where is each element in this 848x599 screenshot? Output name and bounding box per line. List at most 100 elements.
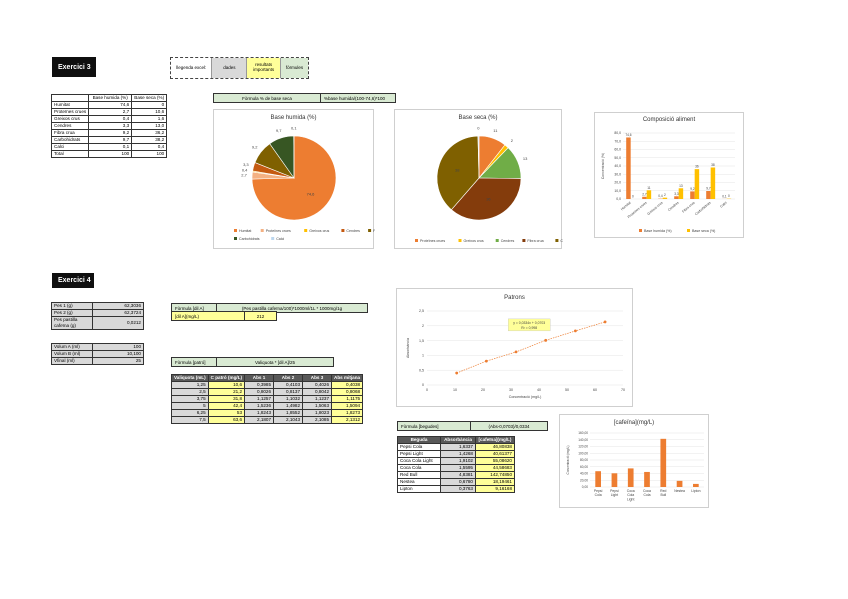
table-cell: 31,8 [207, 395, 246, 403]
x-tick: Coca [627, 489, 635, 493]
table-row: Volum B (ml) 10,100 [51, 350, 144, 358]
chart-title: [cafeïna](mg/L) [613, 420, 655, 426]
y-tick: 40,00 [580, 472, 588, 476]
inputs1-table: Pes 1 (g) 62,3036 Pes 2 (g) 62,3724 Pes past… [51, 302, 144, 330]
y-tick: 0,5 [419, 368, 424, 372]
x-tick: 30 [509, 388, 513, 392]
table-cell: 1,8243 [244, 409, 275, 417]
x-tick: Nestea [674, 489, 685, 493]
x-tick: Carbohidrats [694, 201, 712, 217]
x-tick: Calci [719, 201, 728, 209]
x-tick: Red [660, 489, 666, 493]
table-cell: 3,75 [171, 395, 209, 403]
y-tick: 0 [422, 383, 424, 387]
x-tick: Cola [627, 493, 634, 497]
input-label: Pes 1 (g) [51, 302, 93, 310]
bar-chart-composicio: Composició aliment 0,0 10,0 20,0 30,0 40,0 50… [594, 112, 744, 238]
row-label: Proteïnes crues [50, 108, 90, 116]
legend-resultats: resultats importants [247, 58, 281, 78]
x-tick: Lipton [691, 489, 700, 493]
pie-slice [436, 135, 480, 211]
table-cell: 0,4026 [302, 381, 333, 389]
formula-value: (Pes pastilla cafeïna/100)*1000ml/1L * 1… [217, 304, 367, 312]
data-point [544, 338, 548, 342]
legend-entry: Proteïnes crues [266, 229, 291, 233]
cell-seca: 100 [131, 150, 168, 158]
data-point [574, 329, 577, 333]
table-cell: 1,1257 [244, 395, 275, 403]
legend-swatch [522, 239, 526, 242]
legend-entry: Carbohidrats [239, 237, 260, 241]
legend-entry: Base seca (%) [692, 229, 715, 233]
table-cell: 63,6 [207, 416, 246, 424]
table-cell: 5 [171, 402, 209, 410]
table-cell: 6,25 [171, 409, 209, 417]
legend-swatch [415, 239, 418, 242]
y-tick: 1 [422, 354, 424, 358]
beguda-name: Lipton [397, 485, 441, 493]
absorbancia: 1,6337 [440, 443, 476, 451]
formula-label: Fòrmula [begudes] [398, 422, 471, 430]
trend-r2: R² = 0,998 [521, 326, 537, 330]
table-cell: 1,8023 [302, 409, 333, 417]
bar [693, 483, 699, 487]
table-header: Base humida (%) [88, 94, 133, 102]
table-row: Lipton 0,3763 9,16168 [397, 485, 515, 493]
beguda-name: Coca Cola Light [397, 457, 441, 465]
legend-swatch [234, 229, 237, 232]
table-cell: 1,8552 [273, 409, 304, 417]
x-tick: Coca [643, 489, 651, 493]
x-tick: 60 [593, 388, 597, 392]
cell-humida: 3,3 [88, 122, 133, 130]
beguda-name: Coca Cola [397, 464, 441, 472]
table-header: Abs mitjana [331, 374, 364, 382]
beguda-name: Nestea [397, 478, 441, 486]
table-cell: 1,1237 [302, 395, 333, 403]
table-header: Abs 1 [244, 374, 275, 382]
formula-begudes: Fòrmula [begudes] (Abs-0,0703)/0,0334 [397, 421, 548, 431]
bar [627, 468, 634, 487]
y-tick: 60,0 [614, 148, 621, 152]
cafeina: 55,08620 [475, 457, 515, 465]
x-tick: 0 [426, 388, 428, 392]
x-axis-label: Concentració (mg/L) [509, 395, 542, 399]
y-tick: 70,0 [614, 139, 621, 143]
data-label: 11 [647, 186, 651, 190]
absorbancia: 1,5595 [440, 464, 476, 472]
table-cell: 2,1807 [244, 416, 275, 424]
table-cell: 1,1175 [331, 395, 364, 403]
table-row: Carbohidrats 9,7 38,2 [50, 136, 168, 144]
cell-seca: 38,2 [131, 136, 168, 144]
legend-formules: fòrmules [281, 58, 308, 78]
cafeina: 44,58683 [475, 464, 515, 472]
inputs2-wrap: Volum A (ml) 100 Volum B (ml) 10,100 Vfinal … [51, 343, 144, 365]
table-header: [cafeïna](mg/L) [475, 436, 515, 444]
cell-seca: 1,6 [131, 115, 168, 123]
legend-entry: Greixos crus [309, 229, 329, 233]
table-cell: 2,5 [171, 388, 209, 396]
row-label: Humitat [50, 101, 90, 109]
table-cell: 1,5236 [244, 402, 275, 410]
table-header: Absorbància [440, 436, 476, 444]
y-tick: 40,0 [614, 164, 621, 168]
scatter-chart-patrons: Patrons 0 0,5 1 1,5 2 2,5 0 10 20 30 40 50 60 70 y = 0… [396, 288, 633, 407]
data-label: 38 [711, 163, 715, 167]
row-label: Fibra crua [50, 129, 90, 137]
cell-seca: 0,4 [131, 143, 168, 151]
pie-chart-base-humida: Base humida (%) 74,6 2,7 0,4 3,3 9,2 9,7 0,1 Hu… [213, 109, 375, 249]
y-tick: 0,0 [616, 197, 621, 201]
cell-humida: 9,7 [88, 136, 133, 144]
table-row: Volum A (ml) 100 [51, 343, 144, 351]
pie-svg: 11 2 13 36 38 0 Proteïnes crues Greixos crus Cen… [415, 126, 563, 243]
table-row: Pes 1 (g) 62,3036 [51, 302, 144, 310]
y-tick: 30,0 [614, 172, 621, 176]
input-label: Pes 2 (g) [51, 309, 93, 317]
table-row: Pes 2 (g) 62,3724 [51, 309, 144, 317]
data-label: 2 [664, 193, 666, 197]
composition-table-wrap: Base humida (%) Base seca (%) Humitat 74,… [50, 94, 168, 158]
bar [644, 471, 650, 487]
legend-swatch [271, 237, 275, 240]
absorbancia: 0,3763 [440, 485, 476, 493]
legend-swatch [639, 229, 642, 232]
row-label: Total [50, 150, 90, 158]
